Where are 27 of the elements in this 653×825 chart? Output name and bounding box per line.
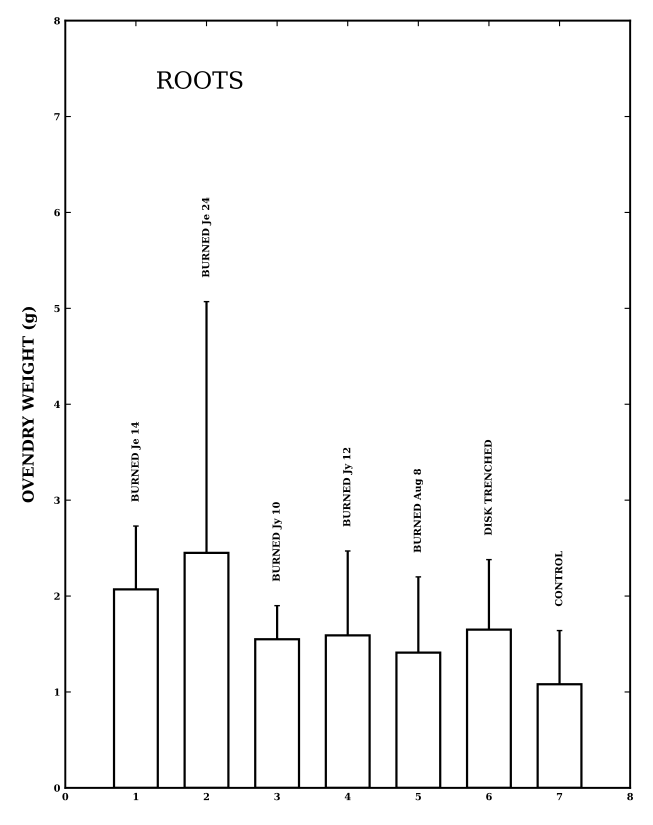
y-tick-label: 2 bbox=[54, 592, 60, 600]
y-tick-label: 7 bbox=[54, 113, 60, 120]
x-tick-label: 2 bbox=[204, 792, 210, 800]
annotation: DISK TRENCHED bbox=[484, 440, 492, 536]
x-tick-label: 6 bbox=[486, 792, 492, 800]
x-tick-label: 0 bbox=[62, 792, 68, 800]
y-tick-label: 5 bbox=[54, 304, 60, 312]
y-tick-label: 3 bbox=[54, 496, 60, 504]
x-tick-label: 4 bbox=[344, 792, 351, 800]
y-tick-label: 6 bbox=[54, 208, 60, 216]
y-tick-label: 0 bbox=[54, 784, 60, 792]
x-tick-label: 8 bbox=[627, 792, 634, 800]
annotation: CONTROL bbox=[555, 551, 562, 606]
x-tick-label: 7 bbox=[556, 793, 562, 800]
y-tick-label: 4 bbox=[54, 400, 60, 408]
y-tick-label: 8 bbox=[54, 17, 60, 24]
x-tick-label: 1 bbox=[134, 792, 138, 800]
x-tick-label: 3 bbox=[274, 792, 280, 800]
text: ROOTS bbox=[156, 71, 242, 89]
y-tick-label: 1 bbox=[54, 688, 60, 696]
annotation: BURNED Jy 10 bbox=[272, 502, 282, 582]
annotation: BURNED Jy 12 bbox=[343, 448, 352, 527]
annotation: BURNED Je 14 bbox=[131, 422, 141, 502]
x-tick-label: 5 bbox=[416, 793, 421, 800]
annotation: BURNED Je 24 bbox=[202, 197, 212, 278]
y-axis-title: OVENDRY WEIGHT (g) bbox=[22, 306, 38, 502]
annotation: BURNED Aug 8 bbox=[414, 468, 424, 552]
